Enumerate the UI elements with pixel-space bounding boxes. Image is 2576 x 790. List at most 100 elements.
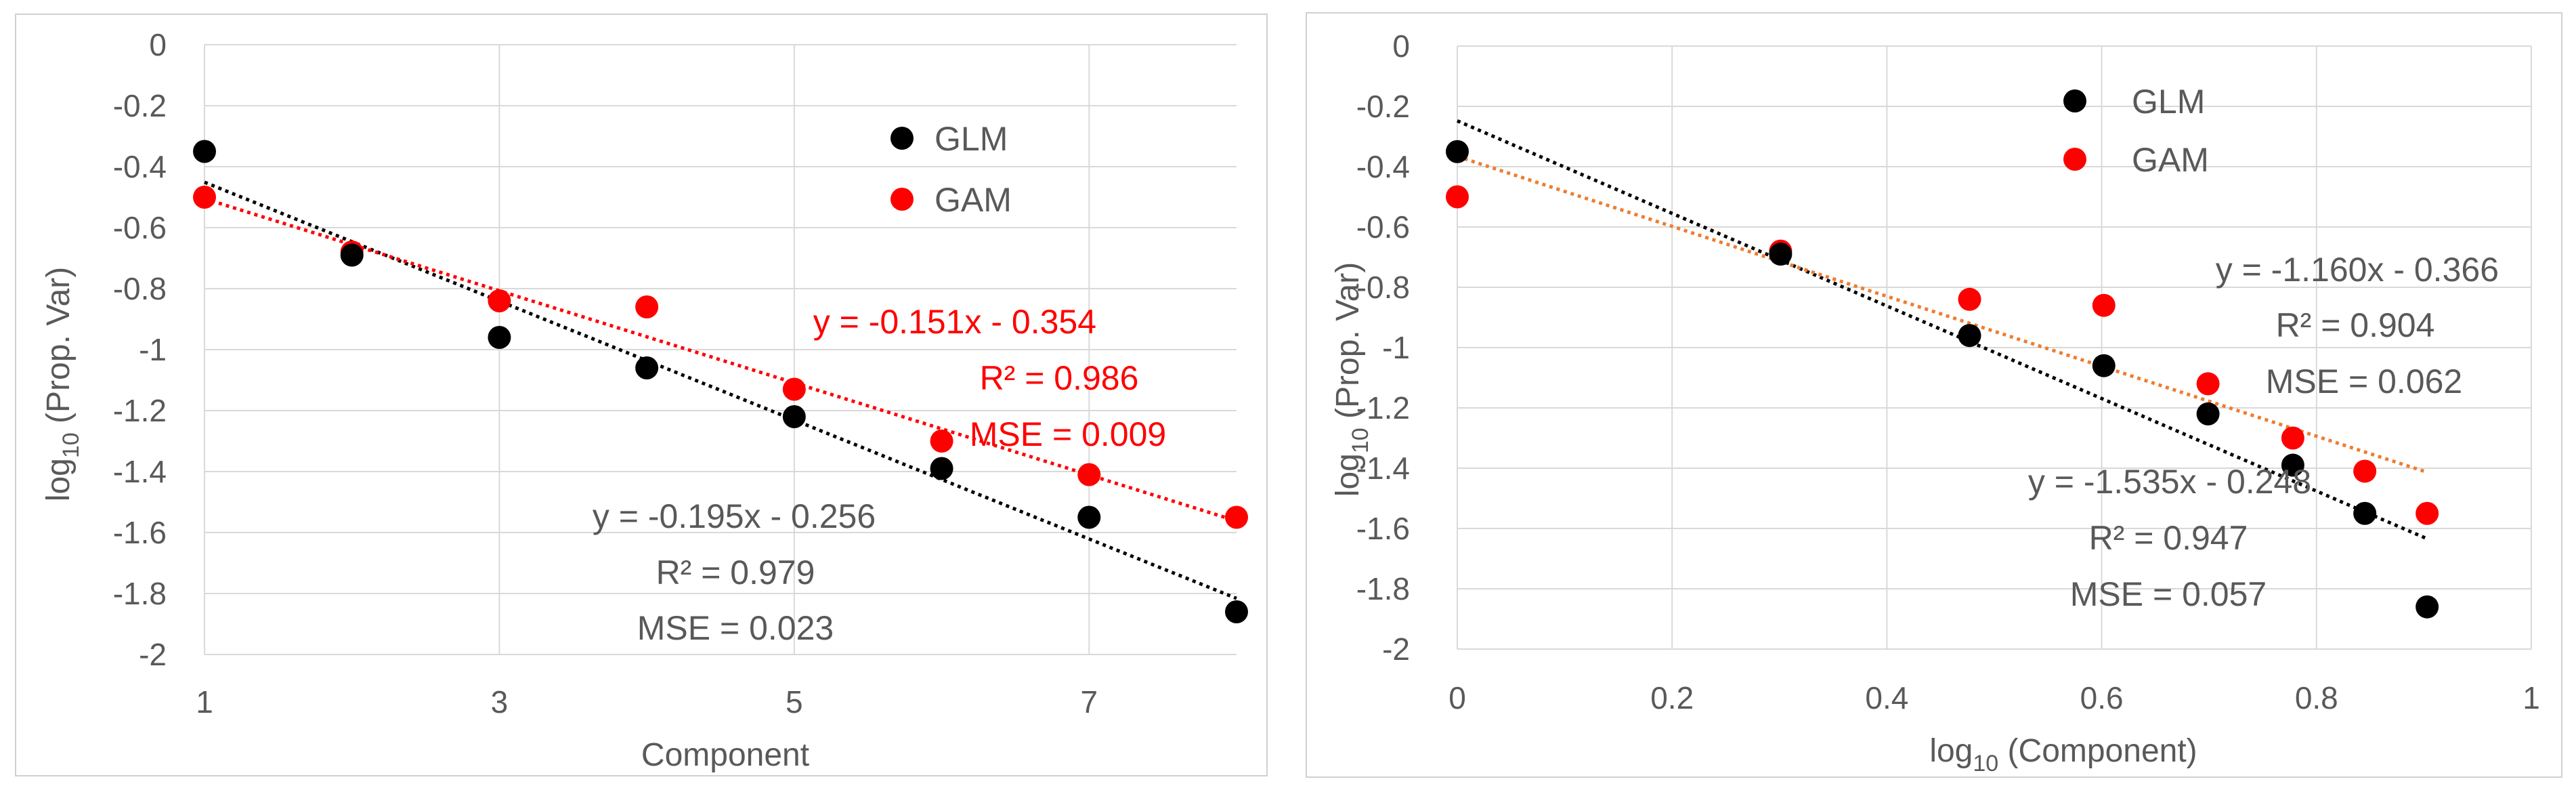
annotation-glm-r2: R² = 0.947 bbox=[2089, 519, 2248, 557]
point-gam bbox=[1446, 185, 1469, 209]
y-tick-label: -1.6 bbox=[1356, 511, 1410, 546]
point-glm bbox=[488, 326, 511, 349]
chart-panel-linear: 0 -0.2 -0.4 -0.6 -0.8 -1 -1.2 -1.4 -1.6 -1.8 -2 1 3… bbox=[15, 14, 1268, 776]
annotation-glm-mse: MSE = 0.023 bbox=[637, 609, 834, 647]
x-axis-title-prefix: log bbox=[1929, 733, 1973, 769]
x-tick-label: 7 bbox=[1080, 684, 1098, 720]
y-tick-label: -0.4 bbox=[1356, 149, 1410, 184]
x-axis-title: log10 (Component) bbox=[1929, 733, 2197, 776]
annotation-glm: y = -0.195x - 0.256 R² = 0.979 MSE = 0.0… bbox=[593, 497, 876, 647]
point-gam bbox=[2092, 293, 2116, 317]
x-axis-title: Component bbox=[641, 737, 809, 773]
point-gam bbox=[488, 289, 511, 312]
x-tick-labels: 0 0.2 0.4 0.6 0.8 1 bbox=[1448, 680, 2540, 715]
legend-marker-gam bbox=[890, 188, 914, 211]
annotation-gam: y = -0.151x - 0.354 R² = 0.986 MSE = 0.0… bbox=[813, 303, 1167, 453]
legend-marker-glm bbox=[890, 127, 914, 150]
y-tick-label: -2 bbox=[1382, 631, 1410, 667]
y-tick-label: -0.4 bbox=[113, 149, 167, 184]
y-tick-label: -0.8 bbox=[113, 271, 167, 306]
y-tick-label: -1.8 bbox=[113, 576, 167, 611]
trendline-gam bbox=[204, 196, 1237, 523]
point-glm bbox=[2092, 354, 2116, 377]
x-axis-title-suffix: (Component) bbox=[1998, 733, 2197, 769]
point-gam bbox=[2196, 372, 2220, 396]
point-gam bbox=[2416, 501, 2439, 525]
point-glm bbox=[1769, 243, 1793, 266]
legend: GLM GAM bbox=[2063, 83, 2209, 179]
data-points bbox=[1446, 140, 2439, 619]
y-tick-label: -1.4 bbox=[113, 454, 167, 489]
y-axis-title-suffix: (Prop. Var) bbox=[41, 267, 77, 433]
point-glm bbox=[193, 140, 216, 163]
x-tick-label: 3 bbox=[491, 684, 509, 720]
y-tick-labels: 0 -0.2 -0.4 -0.6 -0.8 -1 -1.2 -1.4 -1.6 -1.8 -2 bbox=[1356, 28, 1410, 667]
y-tick-label: -2 bbox=[139, 637, 167, 672]
trendlines bbox=[1457, 119, 2428, 541]
x-tick-label: 1 bbox=[2523, 680, 2540, 715]
point-glm bbox=[1225, 600, 1248, 623]
annotation-gam-r2: R² = 0.986 bbox=[980, 359, 1139, 397]
y-tick-label: -0.2 bbox=[113, 88, 167, 123]
point-glm bbox=[930, 457, 953, 480]
x-tick-label: 0 bbox=[1448, 680, 1466, 715]
trendline-gam bbox=[1457, 154, 2428, 474]
point-gam bbox=[635, 295, 659, 318]
legend-label-gam: GAM bbox=[2132, 141, 2209, 179]
y-tick-label: -0.6 bbox=[1356, 209, 1410, 245]
y-axis-title: log10 (Prop. Var) bbox=[1330, 262, 1373, 497]
y-tick-label: -1.8 bbox=[1356, 571, 1410, 606]
point-gam bbox=[782, 377, 806, 401]
y-tick-label: -1 bbox=[1382, 330, 1410, 365]
annotation-gam-mse: MSE = 0.062 bbox=[2266, 362, 2462, 400]
point-gam bbox=[2281, 426, 2304, 450]
y-axis-title-suffix: (Prop. Var) bbox=[1330, 262, 1366, 428]
point-gam bbox=[1077, 463, 1101, 486]
y-tick-label: -1.2 bbox=[113, 393, 167, 428]
annotation-glm: y = -1.535x - 0.248 R² = 0.947 MSE = 0.0… bbox=[2028, 463, 2311, 613]
point-glm bbox=[2353, 501, 2377, 525]
y-tick-label: -1.6 bbox=[113, 515, 167, 550]
point-glm bbox=[1446, 140, 1469, 163]
point-gam bbox=[1225, 505, 1248, 529]
y-axis-title: log10 (Prop. Var) bbox=[41, 267, 84, 501]
y-axis-title-prefix: log bbox=[41, 458, 77, 501]
annotation-glm-r2: R² = 0.979 bbox=[656, 554, 815, 591]
legend-marker-glm bbox=[2063, 89, 2086, 112]
y-tick-label: -1 bbox=[139, 332, 167, 367]
point-gam bbox=[930, 430, 953, 453]
legend-marker-gam bbox=[2063, 148, 2086, 171]
annotation-gam-equation: y = -0.151x - 0.354 bbox=[813, 303, 1096, 341]
legend-label-glm: GLM bbox=[2132, 83, 2205, 121]
annotation-gam: y = -1.160x - 0.366 R² = 0.904 MSE = 0.0… bbox=[2216, 251, 2499, 400]
point-glm bbox=[782, 405, 806, 428]
point-glm bbox=[635, 356, 659, 379]
x-tick-label: 0.8 bbox=[2295, 680, 2338, 715]
x-tick-label: 5 bbox=[786, 684, 803, 720]
point-gam bbox=[193, 186, 216, 209]
annotation-glm-mse: MSE = 0.057 bbox=[2070, 575, 2267, 613]
point-glm bbox=[1958, 324, 1981, 348]
trendline-glm bbox=[1457, 119, 2428, 541]
chart-linear: 0 -0.2 -0.4 -0.6 -0.8 -1 -1.2 -1.4 -1.6 -1.8 -2 1 3… bbox=[41, 27, 1248, 773]
legend: GLM GAM bbox=[890, 120, 1012, 219]
annotation-glm-equation: y = -1.535x - 0.248 bbox=[2028, 463, 2311, 501]
annotation-gam-equation: y = -1.160x - 0.366 bbox=[2216, 251, 2499, 289]
x-tick-label: 0.2 bbox=[1650, 680, 1694, 715]
y-tick-label: 0 bbox=[149, 27, 167, 62]
data-points bbox=[193, 140, 1248, 623]
point-gam bbox=[1958, 287, 1981, 311]
y-axis-title-subscript: 10 bbox=[1348, 428, 1373, 453]
gridlines bbox=[1457, 45, 2532, 650]
trendlines bbox=[204, 180, 1237, 600]
y-axis-title-prefix: log bbox=[1330, 453, 1366, 497]
point-glm bbox=[340, 243, 364, 267]
y-tick-label: -1.4 bbox=[1356, 451, 1410, 486]
legend-label-gam: GAM bbox=[935, 181, 1012, 219]
x-axis-title-subscript: 10 bbox=[1973, 751, 1998, 776]
annotation-gam-r2: R² = 0.904 bbox=[2276, 306, 2435, 344]
point-glm bbox=[2416, 595, 2439, 619]
x-tick-label: 0.6 bbox=[2080, 680, 2124, 715]
annotation-glm-equation: y = -0.195x - 0.256 bbox=[593, 497, 876, 535]
